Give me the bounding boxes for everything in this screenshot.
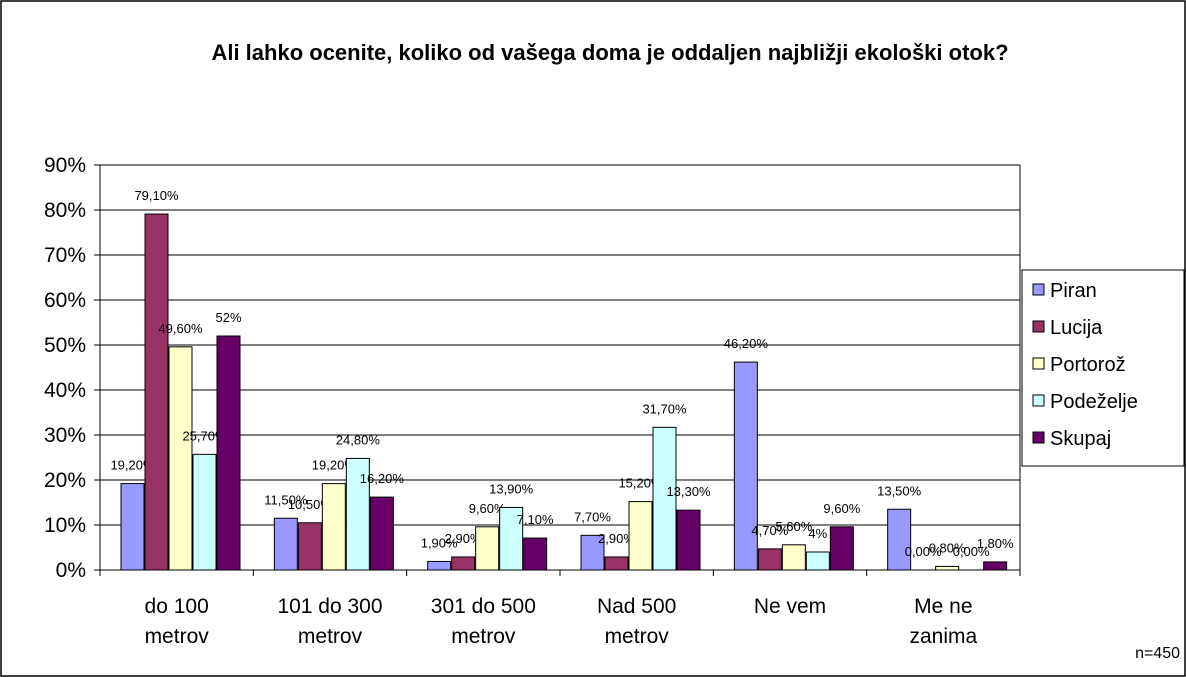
legend-box xyxy=(1021,269,1185,467)
bar xyxy=(652,426,677,571)
bar xyxy=(805,551,830,571)
data-label: 1,90% xyxy=(421,535,458,550)
y-tick-label: 50% xyxy=(44,334,86,357)
bar xyxy=(523,537,548,571)
legend-swatch xyxy=(1032,320,1045,333)
data-label: 13,50% xyxy=(877,483,922,498)
data-label: 13,90% xyxy=(489,481,534,496)
bar xyxy=(427,560,452,571)
y-tick-label: 10% xyxy=(44,514,86,537)
data-label: 9,60% xyxy=(469,501,506,516)
bar xyxy=(273,517,298,571)
data-label: 19,20% xyxy=(312,458,357,473)
legend-swatch xyxy=(1032,283,1045,296)
bar xyxy=(192,453,217,571)
bar xyxy=(499,506,524,571)
data-label: 52% xyxy=(215,310,241,325)
bar xyxy=(369,496,394,571)
bar xyxy=(604,556,629,571)
x-tick-label: Nad 500 metrov xyxy=(596,595,677,648)
bar xyxy=(120,483,145,571)
bar xyxy=(781,544,806,571)
bar xyxy=(983,561,1008,571)
bar xyxy=(887,508,912,571)
legend-label: Lucija xyxy=(1050,317,1103,339)
data-label: 13,30% xyxy=(666,484,711,499)
bar xyxy=(580,534,605,571)
legend-swatch xyxy=(1032,431,1045,444)
annotation: n=450 xyxy=(1135,645,1180,662)
legend-label: Podeželje xyxy=(1050,391,1138,413)
data-label: 9,60% xyxy=(823,501,860,516)
data-label: 7,10% xyxy=(517,512,554,527)
legend-label: Skupaj xyxy=(1050,428,1111,450)
y-tick-label: 30% xyxy=(44,424,86,447)
data-label: 46,20% xyxy=(724,336,769,351)
data-label: 5,60% xyxy=(775,519,812,534)
data-label: 2,90% xyxy=(445,531,482,546)
data-label: 10,50% xyxy=(288,497,333,512)
data-label: 49,60% xyxy=(158,321,203,336)
bar xyxy=(144,213,169,571)
y-tick-label: 70% xyxy=(44,244,86,267)
bar xyxy=(757,548,782,571)
x-tick-label: do 100 metrov xyxy=(144,595,209,648)
x-tick-label: Me ne zanima xyxy=(909,595,978,648)
data-label: 25,70% xyxy=(182,428,227,443)
data-label: 79,10% xyxy=(134,188,179,203)
data-label: 0,80% xyxy=(929,540,966,555)
data-label: 16,20% xyxy=(360,471,405,486)
data-label: 15,20% xyxy=(618,476,663,491)
data-label: 4% xyxy=(808,526,827,541)
bar xyxy=(676,509,701,571)
y-tick-label: 60% xyxy=(44,289,86,312)
x-tick-label: 301 do 500 metrov xyxy=(430,595,536,648)
legend-label: Piran xyxy=(1050,280,1097,302)
y-tick-label: 40% xyxy=(44,379,86,402)
legend-swatch xyxy=(1032,357,1045,370)
bar xyxy=(216,335,241,571)
chart-title: Ali lahko ocenite, koliko od vašega doma… xyxy=(211,40,1009,65)
data-label: 31,70% xyxy=(642,401,687,416)
data-label: 11,50% xyxy=(264,492,308,507)
bar xyxy=(829,526,854,571)
data-label: 7,70% xyxy=(574,509,611,524)
legend-swatch xyxy=(1032,394,1045,407)
data-label: 4,70% xyxy=(751,523,788,538)
y-tick-label: 80% xyxy=(44,199,86,222)
bar xyxy=(733,361,758,571)
y-tick-label: 90% xyxy=(44,154,86,177)
x-tick-label: Ne vem xyxy=(753,595,827,618)
data-label: 0,00% xyxy=(953,544,990,559)
data-label: 19,20% xyxy=(110,458,155,473)
bar xyxy=(628,501,653,571)
bar xyxy=(475,526,500,571)
bar xyxy=(935,565,960,571)
bar xyxy=(168,346,193,571)
legend-label: Portorož xyxy=(1050,354,1126,376)
bar xyxy=(345,457,370,571)
data-label: 24,80% xyxy=(336,432,381,447)
bar xyxy=(451,556,476,571)
x-tick-label: 101 do 300 metrov xyxy=(277,595,383,648)
data-label: 2,90% xyxy=(598,531,635,546)
bar xyxy=(297,522,322,571)
bar xyxy=(321,483,346,571)
data-label: 1,80% xyxy=(977,536,1014,551)
y-tick-label: 0% xyxy=(56,559,86,582)
y-tick-label: 20% xyxy=(44,469,86,492)
data-label: 0,00% xyxy=(905,544,942,559)
